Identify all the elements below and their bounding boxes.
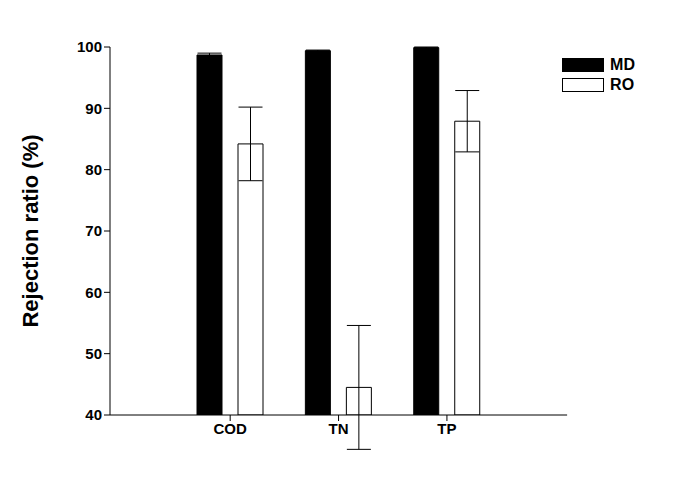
- svg-text:100: 100: [77, 38, 102, 55]
- svg-text:90: 90: [85, 100, 102, 117]
- svg-text:TN: TN: [329, 420, 349, 437]
- html-text:MD: MD: [610, 56, 635, 73]
- svg-text:80: 80: [85, 161, 102, 178]
- svg-text:TP: TP: [437, 420, 456, 437]
- svg-text:70: 70: [85, 222, 102, 239]
- svg-text:40: 40: [85, 406, 102, 423]
- svg-text:COD: COD: [214, 420, 248, 437]
- html-text:RO: RO: [610, 76, 635, 93]
- svg-text:60: 60: [85, 284, 102, 301]
- svg-text:50: 50: [85, 345, 102, 362]
- svg-text:Rejection ratio (%): Rejection ratio (%): [18, 134, 43, 327]
